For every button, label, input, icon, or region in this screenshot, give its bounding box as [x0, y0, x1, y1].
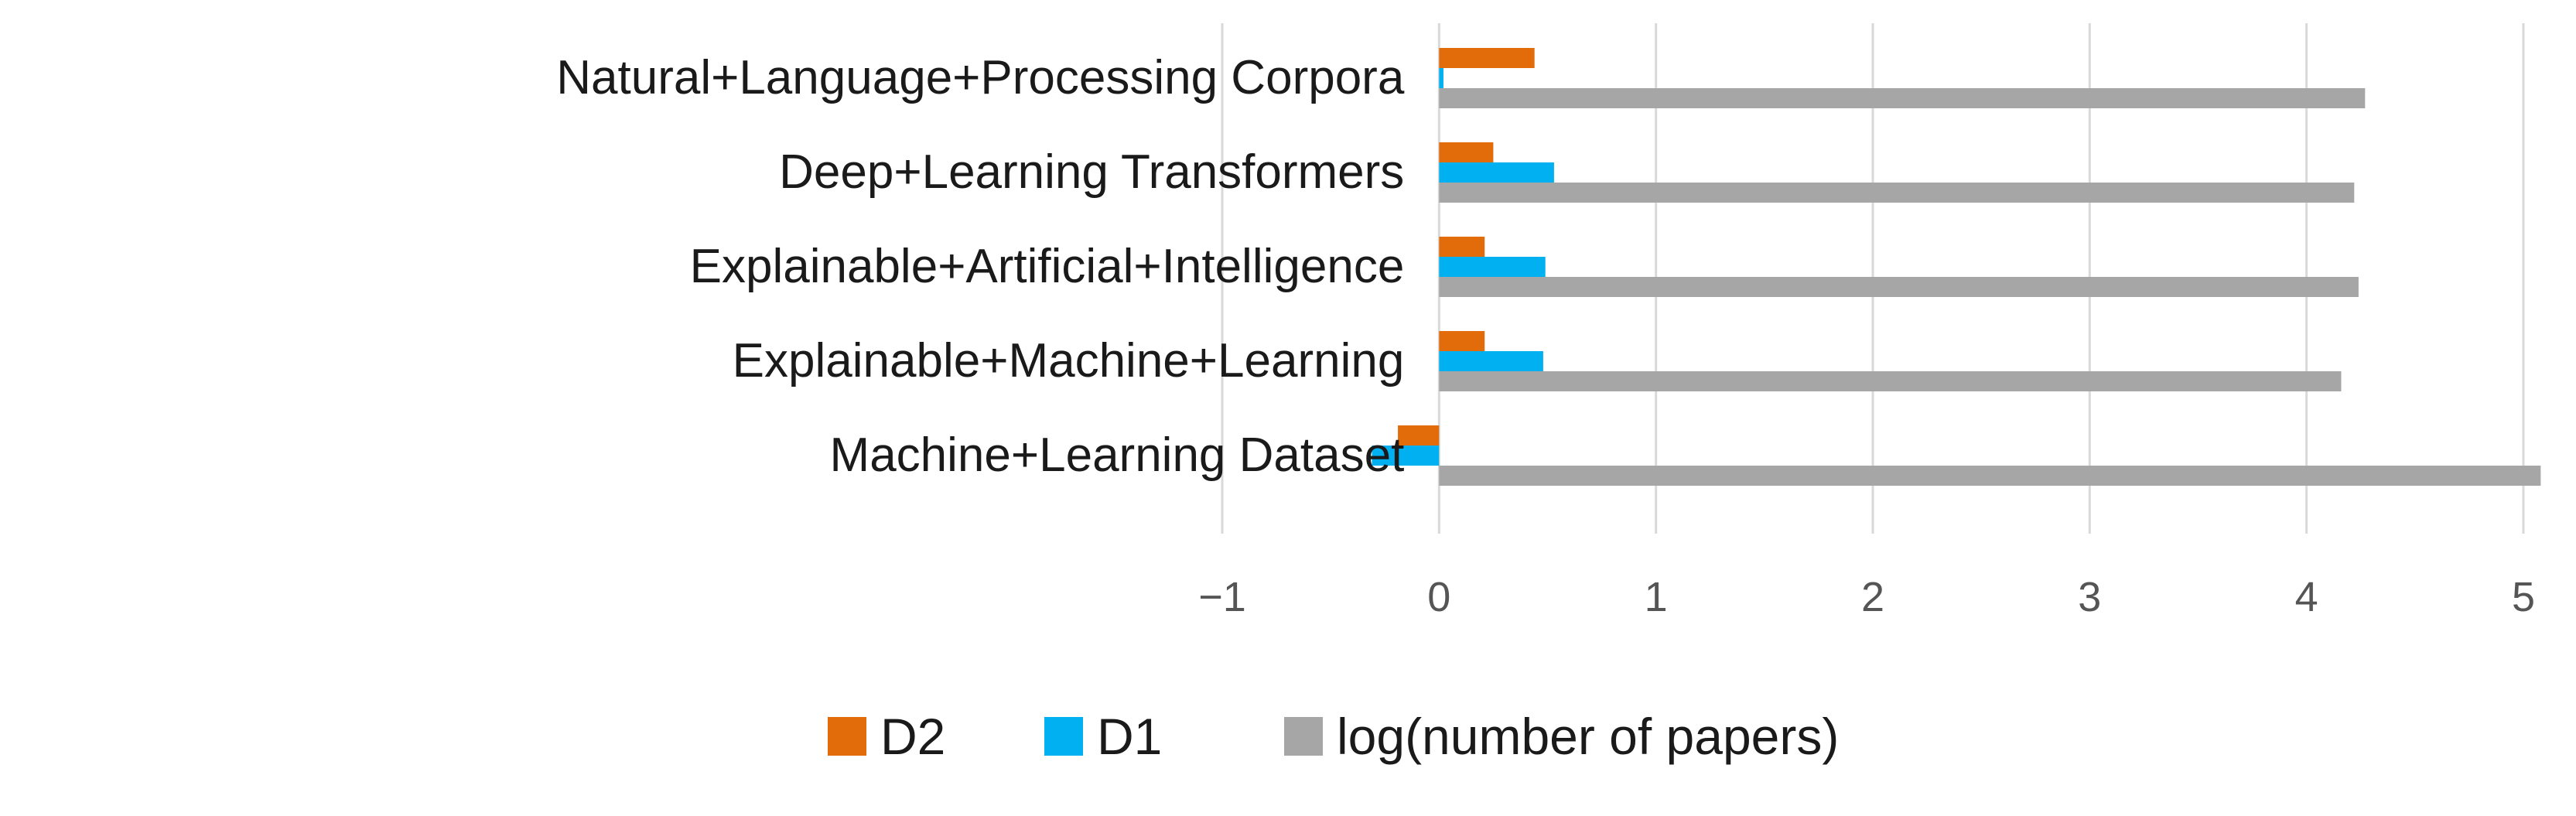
bar-d2-4 [1398, 425, 1440, 446]
x-tick-label-3: 2 [1861, 574, 1884, 620]
bar-d2-1 [1439, 142, 1494, 162]
bar-d2-2 [1439, 237, 1485, 257]
legend-swatch-1 [1044, 717, 1083, 756]
bar-log-number-of-papers--4 [1439, 466, 2541, 486]
bar-log-number-of-papers--2 [1439, 277, 2359, 297]
category-label-1: Deep+Learning Transformers [779, 145, 1404, 199]
bar-d2-3 [1439, 331, 1485, 351]
bar-d1-4 [1372, 446, 1440, 466]
category-labels: Natural+Language+Processing Corpora Deep+… [556, 51, 1405, 482]
category-label-3: Explainable+Machine+Learning [733, 334, 1405, 388]
bars [1372, 48, 2541, 486]
legend: D2 D1 log(number of papers) [828, 708, 1839, 765]
legend-label-1: D1 [1097, 708, 1162, 765]
bar-d1-3 [1439, 351, 1543, 371]
category-label-0: Natural+Language+Processing Corpora [556, 51, 1405, 104]
x-tick-label-6: 5 [2512, 574, 2535, 620]
bar-d1-1 [1439, 162, 1554, 183]
category-label-4: Machine+Learning Dataset [830, 428, 1405, 482]
bar-d1-2 [1439, 257, 1546, 277]
category-label-2: Explainable+Artificial+Intelligence [690, 240, 1405, 293]
bar-log-number-of-papers--1 [1439, 183, 2355, 203]
legend-label-2: log(number of papers) [1337, 708, 1839, 765]
x-tick-label-2: 1 [1645, 574, 1668, 620]
x-tick-label-0: −1 [1198, 574, 1246, 620]
x-tick-label-1: 0 [1427, 574, 1450, 620]
legend-label-0: D2 [880, 708, 945, 765]
legend-swatch-2 [1284, 717, 1323, 756]
x-tick-label-5: 4 [2295, 574, 2318, 620]
bar-d1-0 [1439, 68, 1443, 88]
legend-swatch-0 [828, 717, 866, 756]
bar-log-number-of-papers--0 [1439, 88, 2366, 108]
bar-d2-0 [1439, 48, 1535, 68]
x-tick-label-4: 3 [2078, 574, 2101, 620]
bar-log-number-of-papers--3 [1439, 371, 2342, 391]
x-axis-ticks: −1 0 1 2 3 4 5 [1198, 574, 2535, 620]
